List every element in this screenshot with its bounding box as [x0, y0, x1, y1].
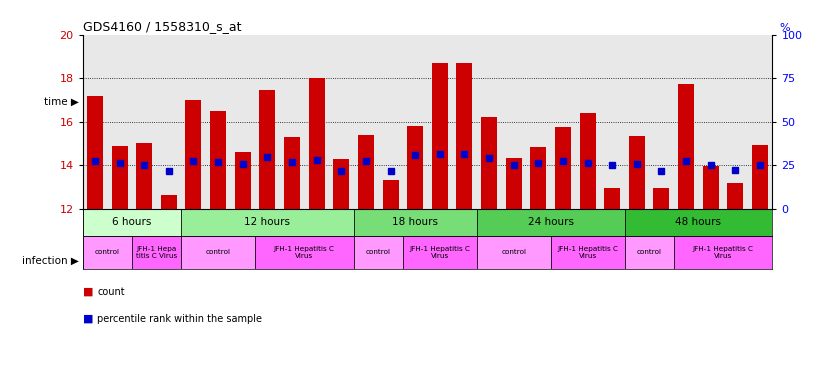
Text: percentile rank within the sample: percentile rank within the sample [97, 314, 263, 324]
Text: 12 hours: 12 hours [244, 217, 291, 227]
Bar [87, 96, 103, 209]
Text: %: % [779, 23, 790, 33]
Bar [580, 113, 596, 209]
Bar [624, 209, 772, 236]
Bar [551, 236, 624, 269]
Bar [255, 236, 354, 269]
Bar [678, 84, 694, 209]
Bar [407, 126, 423, 209]
Text: JFH-1 Hepatitis C
Virus: JFH-1 Hepatitis C Virus [273, 246, 335, 259]
Bar [477, 209, 624, 236]
Bar [354, 209, 477, 236]
Text: control: control [637, 249, 662, 255]
Text: JFH-1 Hepatitis C
Virus: JFH-1 Hepatitis C Virus [409, 246, 470, 259]
Bar [530, 147, 546, 209]
Bar [703, 166, 719, 209]
Bar [284, 137, 300, 209]
Bar [674, 236, 772, 269]
Bar [181, 236, 255, 269]
Text: control: control [501, 249, 526, 255]
Text: control: control [95, 249, 120, 255]
Bar [181, 209, 354, 236]
Text: 24 hours: 24 hours [528, 217, 573, 227]
Text: control: control [366, 249, 391, 255]
Bar [83, 236, 132, 269]
Bar [506, 157, 522, 209]
Bar [210, 111, 226, 209]
Bar [403, 236, 477, 269]
Text: 18 hours: 18 hours [392, 217, 438, 227]
Text: JFH-1 Hepa
titis C Virus: JFH-1 Hepa titis C Virus [135, 246, 177, 259]
Text: ■: ■ [83, 314, 93, 324]
Bar [629, 136, 645, 209]
Bar [477, 236, 551, 269]
Text: JFH-1 Hepatitis C
Virus: JFH-1 Hepatitis C Virus [557, 246, 618, 259]
Bar [132, 236, 181, 269]
Text: 48 hours: 48 hours [676, 217, 721, 227]
Bar [457, 63, 472, 209]
Bar [653, 188, 669, 209]
Bar [604, 188, 620, 209]
Bar [382, 180, 398, 209]
Text: GDS4160 / 1558310_s_at: GDS4160 / 1558310_s_at [83, 20, 241, 33]
Bar [161, 195, 177, 209]
Bar [136, 144, 152, 209]
Bar [112, 146, 127, 209]
Text: JFH-1 Hepatitis C
Virus: JFH-1 Hepatitis C Virus [692, 246, 753, 259]
Bar [83, 209, 181, 236]
Bar [235, 152, 251, 209]
Text: 6 hours: 6 hours [112, 217, 151, 227]
Bar [555, 127, 571, 209]
Bar [309, 78, 325, 209]
Text: control: control [206, 249, 230, 255]
Text: ■: ■ [83, 287, 93, 297]
Bar [259, 90, 275, 209]
Bar [358, 135, 374, 209]
Bar [624, 236, 674, 269]
Text: time ▶: time ▶ [44, 97, 78, 107]
Bar [333, 159, 349, 209]
Bar [186, 100, 202, 209]
Text: count: count [97, 287, 125, 297]
Bar [481, 118, 497, 209]
Bar [432, 63, 448, 209]
Text: infection ▶: infection ▶ [21, 256, 78, 266]
Bar [728, 183, 743, 209]
Bar [752, 144, 768, 209]
Bar [354, 236, 403, 269]
